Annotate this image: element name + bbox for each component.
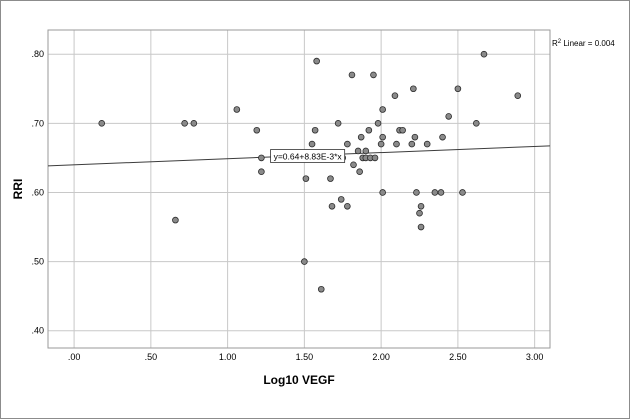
data-point xyxy=(337,196,345,203)
data-point xyxy=(181,120,188,127)
data-point xyxy=(258,154,265,162)
data-point xyxy=(365,126,373,134)
data-point xyxy=(370,71,377,79)
data-point xyxy=(258,168,265,176)
data-point xyxy=(334,120,342,127)
data-point xyxy=(445,113,452,120)
data-point xyxy=(357,133,365,141)
fit-equation-label: y=0.64+8.83E-3*x xyxy=(274,152,343,162)
y-axis-label: RRI xyxy=(11,179,25,200)
x-tick-label: 3.00 xyxy=(526,352,544,362)
data-point xyxy=(98,120,106,127)
data-point xyxy=(437,189,445,196)
y-tick-label: .70 xyxy=(31,118,44,128)
data-point xyxy=(308,140,316,148)
data-point xyxy=(399,126,406,134)
y-tick-label: .60 xyxy=(31,187,44,197)
data-point xyxy=(371,154,379,162)
data-points xyxy=(98,50,522,293)
data-point xyxy=(362,147,370,155)
data-point xyxy=(410,85,417,93)
data-point xyxy=(408,140,416,148)
r2-legend-prefix: R xyxy=(552,39,558,48)
x-tick-label: .00 xyxy=(68,352,81,362)
x-tick-label: 1.00 xyxy=(219,352,237,362)
data-point xyxy=(190,120,198,127)
data-point xyxy=(354,147,362,155)
x-tick-label: .50 xyxy=(145,352,158,362)
x-tick-label: 1.50 xyxy=(296,352,314,362)
data-point xyxy=(301,258,308,265)
data-point xyxy=(431,189,439,196)
data-point xyxy=(480,50,488,58)
data-point xyxy=(253,126,261,134)
x-tick-labels: .00 .50 1.00 1.50 2.00 2.50 3.00 xyxy=(68,352,544,362)
data-point xyxy=(417,223,425,231)
data-point xyxy=(423,140,431,148)
r2-legend-superscript: 2 xyxy=(558,39,562,45)
x-tick-label: 2.00 xyxy=(372,352,390,362)
y-tick-label: .50 xyxy=(31,257,44,267)
data-point xyxy=(393,140,400,148)
data-point xyxy=(348,71,356,79)
data-point xyxy=(379,106,386,113)
data-point xyxy=(411,133,419,141)
data-point xyxy=(417,202,425,210)
data-point xyxy=(377,140,385,148)
x-axis-label: Log10 VEGF xyxy=(263,373,334,387)
data-point xyxy=(416,209,423,217)
r2-legend-suffix: Linear = 0.004 xyxy=(561,39,615,48)
data-point xyxy=(514,92,522,99)
data-point xyxy=(233,106,241,113)
data-point xyxy=(379,189,386,196)
data-point xyxy=(328,202,336,210)
data-point xyxy=(459,189,466,196)
plot-area xyxy=(47,29,551,349)
y-tick-labels: .40 .50 .60 .70 .80 xyxy=(31,49,44,336)
data-point xyxy=(356,168,363,176)
grid-lines xyxy=(48,30,550,348)
data-point xyxy=(454,85,462,93)
data-point xyxy=(327,175,334,182)
data-point xyxy=(374,120,382,127)
data-point xyxy=(413,189,420,196)
data-point xyxy=(344,202,351,210)
data-point xyxy=(311,126,319,134)
data-point xyxy=(379,133,386,141)
fit-equation-box: y=0.64+8.83E-3*x xyxy=(270,149,346,163)
data-point xyxy=(302,175,310,182)
data-point xyxy=(473,120,480,127)
data-point xyxy=(439,133,446,141)
r2-legend: R2 Linear = 0.004 xyxy=(552,39,615,48)
data-point xyxy=(350,161,357,169)
data-point xyxy=(344,140,351,148)
data-point xyxy=(313,57,320,65)
y-tick-label: .80 xyxy=(31,49,44,59)
x-tick-label: 2.50 xyxy=(449,352,467,362)
y-tick-label: .40 xyxy=(31,326,44,336)
data-point xyxy=(391,92,399,99)
data-point xyxy=(172,216,179,224)
data-point xyxy=(317,285,325,293)
